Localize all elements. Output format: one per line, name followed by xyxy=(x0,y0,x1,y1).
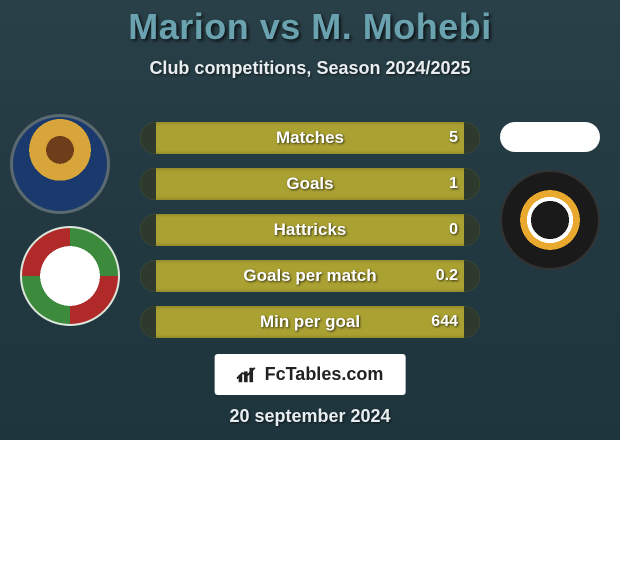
stat-value-right: 5 xyxy=(449,129,458,147)
stat-row: Min per goal 644 xyxy=(140,306,480,338)
stat-row: Matches 5 xyxy=(140,122,480,154)
comparison-card: Marion vs M. Mohebi Club competitions, S… xyxy=(0,0,620,440)
bar-right-cap xyxy=(464,168,480,200)
player1-avatar xyxy=(10,114,110,214)
bar-right-cap xyxy=(464,306,480,338)
stat-row: Goals per match 0.2 xyxy=(140,260,480,292)
brand-badge: FcTables.com xyxy=(215,354,406,395)
stat-label: Goals xyxy=(286,174,333,194)
bar-right-cap xyxy=(464,260,480,292)
bar-right-cap xyxy=(464,214,480,246)
bar-left-cap xyxy=(140,214,156,246)
page-subtitle: Club competitions, Season 2024/2025 xyxy=(0,58,620,79)
bar-left-cap xyxy=(140,306,156,338)
page-title: Marion vs M. Mohebi xyxy=(0,0,620,48)
stat-label: Hattricks xyxy=(274,220,347,240)
stat-label: Min per goal xyxy=(260,312,360,332)
stat-label: Goals per match xyxy=(243,266,376,286)
bar-left-cap xyxy=(140,260,156,292)
stat-row: Goals 1 xyxy=(140,168,480,200)
bar-left-cap xyxy=(140,168,156,200)
club2-badge-icon xyxy=(500,170,600,270)
bars-chart-icon xyxy=(237,366,259,384)
stat-value-right: 0 xyxy=(449,221,458,239)
date-text: 20 september 2024 xyxy=(229,406,390,427)
player2-avatar xyxy=(500,122,600,152)
stat-value-right: 1 xyxy=(449,175,458,193)
stat-bars: Matches 5 Goals 1 Hattricks 0 Goals per … xyxy=(140,122,480,352)
bar-left-cap xyxy=(140,122,156,154)
stat-value-right: 644 xyxy=(431,313,458,331)
club1-badge-icon xyxy=(20,226,120,326)
stat-label: Matches xyxy=(276,128,344,148)
brand-text: FcTables.com xyxy=(265,364,384,385)
stat-row: Hattricks 0 xyxy=(140,214,480,246)
stat-value-right: 0.2 xyxy=(436,267,458,285)
bar-right-cap xyxy=(464,122,480,154)
